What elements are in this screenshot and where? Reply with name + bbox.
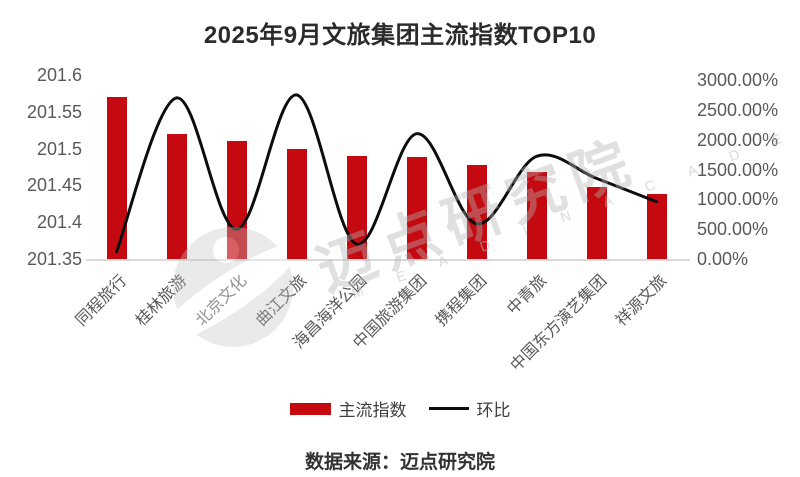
trend-line [115,93,658,254]
bar [646,194,667,259]
y-axis-tick-left: 201.45 [26,175,82,196]
y-axis-tick-right: 2000.00% [697,129,779,150]
bar [406,157,427,259]
category-label-text: 携程集团 [433,272,491,330]
bar [346,155,367,259]
y-axis-tick-right: 1500.00% [697,159,779,180]
bar [466,164,487,259]
y-axis-tick-left: 201.5 [36,138,82,159]
y-axis-tick-right: 3000.00% [697,70,779,90]
bar [166,133,187,259]
y-axis-tick-right: 500.00% [697,219,769,240]
legend-line-swatch [428,407,469,410]
data-source-note: 数据来源：迈点研究院 [304,452,495,473]
legend-bar-label: 主流指数 [338,401,407,420]
bar [106,97,127,259]
bar [226,141,247,259]
bar [526,172,547,259]
legend-line-label: 环比 [476,401,511,420]
legend: 主流指数 环比 [0,396,800,421]
y-axis-tick-right: 1000.00% [697,189,779,210]
bar [586,186,607,259]
x-axis-baseline [86,259,690,261]
category-label-text: 同程旅行 [73,272,131,330]
category-label-text: 北京文化 [193,272,251,330]
y-axis-tick-left: 201.6 [36,65,82,85]
y-axis-tick-left: 201.55 [26,101,82,122]
category-label-text: 桂林旅游 [133,272,191,330]
bar [286,148,307,259]
y-axis-tick-right: 2500.00% [697,99,779,120]
category-label-text: 中青旅 [504,272,551,319]
category-label-text: 祥源文旅 [613,272,671,330]
legend-bar-swatch [289,402,331,415]
y-axis-tick-left: 201.35 [26,249,82,269]
y-axis-tick-left: 201.4 [36,212,82,233]
chart-title: 2025年9月文旅集团主流指数TOP10 [203,22,597,49]
y-axis-tick-right: 0.00% [697,249,749,269]
